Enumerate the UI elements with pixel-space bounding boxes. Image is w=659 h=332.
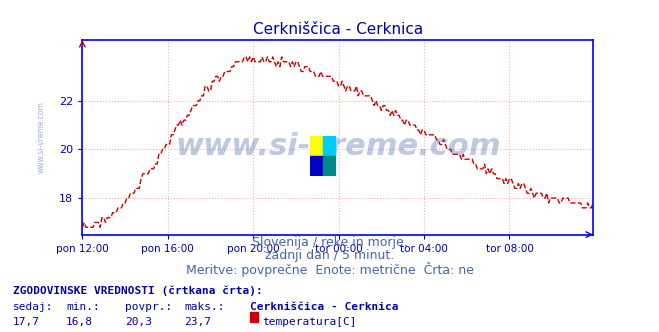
Text: zadnji dan / 5 minut.: zadnji dan / 5 minut. [265, 249, 394, 262]
Bar [310, 136, 323, 156]
Text: min.:: min.: [66, 302, 100, 312]
Text: povpr.:: povpr.: [125, 302, 173, 312]
Bar [310, 156, 323, 176]
Bar [323, 156, 336, 176]
Text: Meritve: povprečne  Enote: metrične  Črta: ne: Meritve: povprečne Enote: metrične Črta:… [185, 262, 474, 277]
Text: Cerkniščica - Cerknica: Cerkniščica - Cerknica [250, 302, 399, 312]
Text: 20,3: 20,3 [125, 317, 152, 327]
Title: Cerkniščica - Cerknica: Cerkniščica - Cerknica [252, 22, 423, 37]
Bar [323, 136, 336, 156]
Text: ZGODOVINSKE VREDNOSTI (črtkana črta):: ZGODOVINSKE VREDNOSTI (črtkana črta): [13, 286, 263, 296]
Text: 16,8: 16,8 [66, 317, 93, 327]
Text: www.si-vreme.com: www.si-vreme.com [175, 132, 501, 161]
Text: www.si-vreme.com: www.si-vreme.com [37, 101, 46, 173]
Text: 23,7: 23,7 [185, 317, 212, 327]
Text: Slovenija / reke in morje.: Slovenija / reke in morje. [252, 236, 407, 249]
Text: temperatura[C]: temperatura[C] [262, 317, 357, 327]
Text: maks.:: maks.: [185, 302, 225, 312]
Text: sedaj:: sedaj: [13, 302, 53, 312]
Text: 17,7: 17,7 [13, 317, 40, 327]
